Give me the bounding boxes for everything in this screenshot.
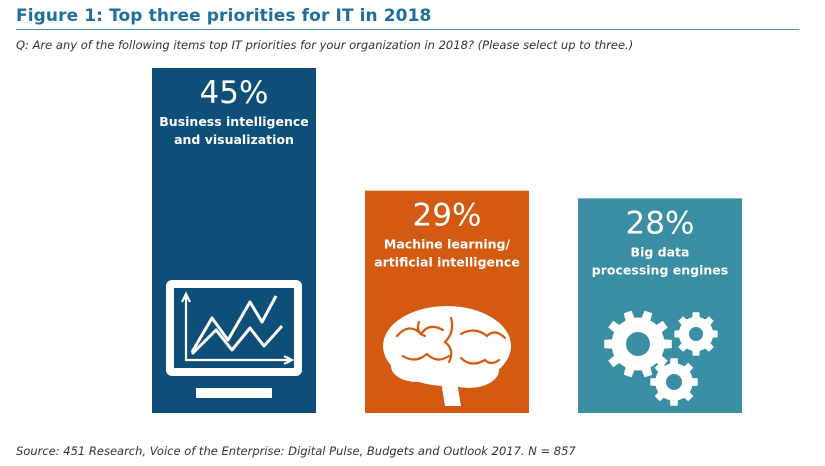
bar-category-label: artificial intelligence	[374, 255, 520, 270]
gears-icon	[604, 310, 718, 406]
brain-icon	[383, 306, 511, 406]
bar-2: 29% Machine learning/artificial intellige…	[365, 190, 529, 413]
bar-category-label: processing engines	[592, 262, 728, 277]
bar-value-label: 45%	[200, 75, 269, 111]
bar-category-label: Machine learning/	[384, 237, 511, 252]
bar-1: 45% Business intelligence and visualizatio…	[152, 68, 316, 413]
survey-question: Q: Are any of the following items top IT…	[16, 38, 634, 52]
monitor-chart-icon	[166, 280, 302, 398]
bar-value-label: 28%	[626, 205, 695, 241]
chart-title: Figure 1: Top three priorities for IT in…	[16, 6, 432, 26]
bar-category-label: Big data	[631, 244, 690, 259]
bar-chart: 45% Business intelligence and visualizatio…	[152, 68, 742, 413]
bar-value-label: 29%	[413, 198, 482, 234]
bar-category-label: and visualization	[174, 132, 294, 147]
title-rule	[16, 29, 799, 30]
bar-3: 28% Big data processing engines	[578, 198, 742, 413]
source-note: Source: 451 Research, Voice of the Enter…	[16, 444, 576, 458]
bar-category-label: Business intelligence	[159, 114, 308, 129]
